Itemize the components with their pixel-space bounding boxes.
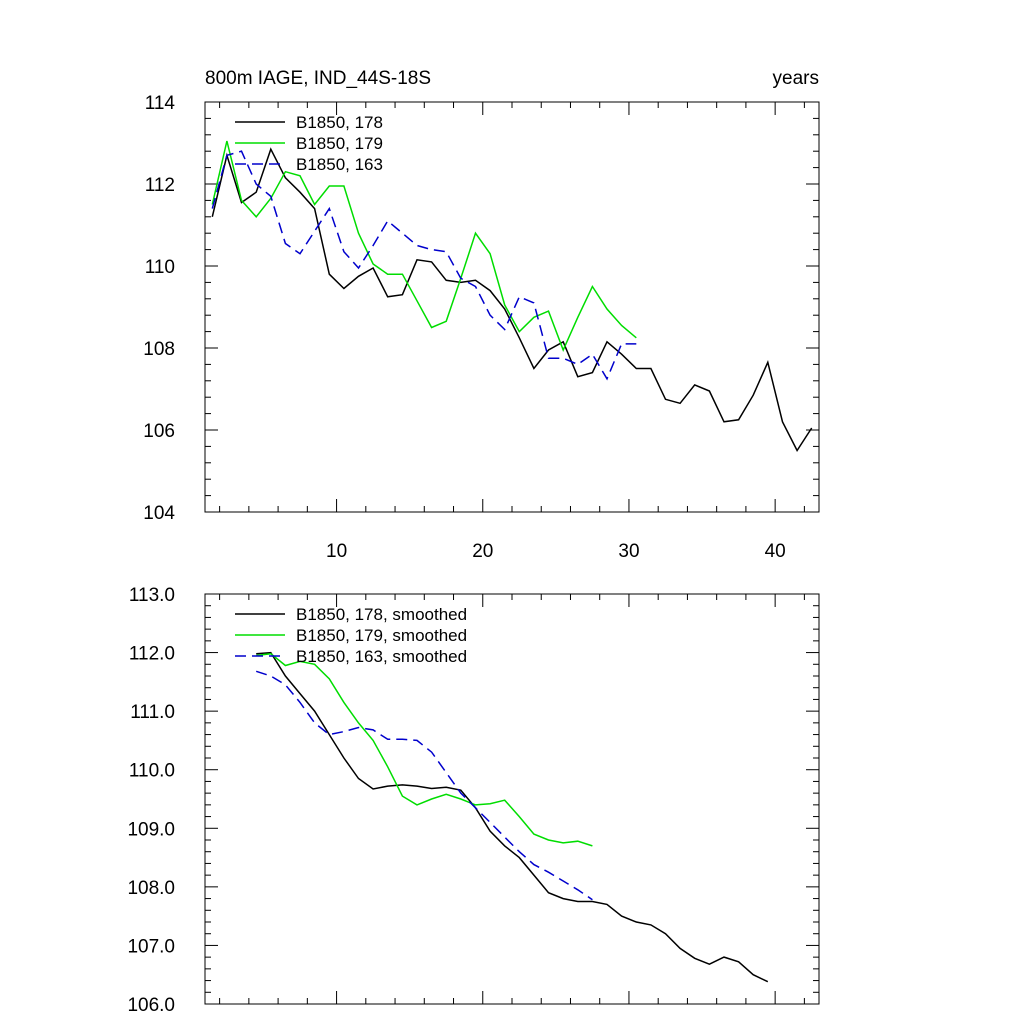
series-line-2 <box>256 652 593 847</box>
series-line-1 <box>211 147 813 452</box>
x-tick-label: 30 <box>618 541 639 562</box>
legend-label: B1850, 179, smoothed <box>296 626 467 645</box>
series-line-2 <box>211 140 637 352</box>
y-tick-label: 110 <box>145 257 175 278</box>
y-tick-label: 104 <box>143 503 175 524</box>
y-tick-label: 106.0 <box>127 995 175 1016</box>
legend-label: B1850, 178, smoothed <box>296 605 467 624</box>
y-tick-label: 108 <box>143 339 175 360</box>
y-tick-label: 112 <box>145 175 175 196</box>
legend-label: B1850, 178 <box>296 113 383 132</box>
y-tick-label: 112.0 <box>129 644 175 665</box>
y-tick-label: 111.0 <box>130 702 175 723</box>
series-line-3 <box>211 150 637 381</box>
legend-label: B1850, 179 <box>296 134 383 153</box>
y-tick-label: 113.0 <box>129 585 175 606</box>
bottom-panel: 106.0 107.0 108.0 109.0 110.0 111.0 112.0 113.0… <box>127 585 820 1016</box>
series-line-3 <box>255 670 593 901</box>
legend-label: B1850, 163, smoothed <box>296 647 467 666</box>
x-tick-label: 40 <box>765 541 786 562</box>
top-panel: 104 106 108 110 112 114 10 20 30 40 800m IAGE, IND… <box>143 68 820 562</box>
units-label: years <box>773 68 819 89</box>
x-tick-label: 10 <box>326 541 347 562</box>
y-tick-label: 107.0 <box>127 936 175 957</box>
y-tick-label: 108.0 <box>127 878 175 899</box>
y-tick-label: 114 <box>145 93 176 114</box>
series-line-1 <box>256 651 769 983</box>
y-tick-label: 106 <box>143 421 175 442</box>
y-tick-label: 110.0 <box>129 761 175 782</box>
legend-label: B1850, 163 <box>296 155 383 174</box>
y-tick-label: 109.0 <box>127 819 175 840</box>
x-tick-label: 20 <box>472 541 493 562</box>
chart-title: 800m IAGE, IND_44S-18S <box>205 68 431 89</box>
